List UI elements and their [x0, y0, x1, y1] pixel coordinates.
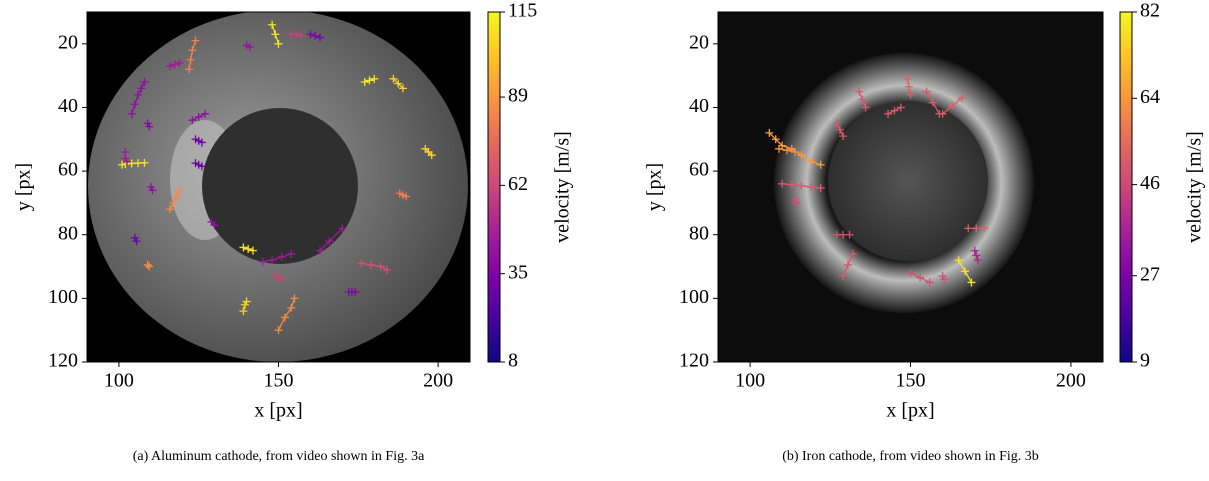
track-markers [922, 87, 944, 118]
track-line [169, 189, 181, 210]
track-markers [306, 30, 324, 42]
track-markers [360, 74, 379, 86]
y-tick-label: 100 [48, 286, 78, 308]
y-tick-label: 20 [689, 31, 709, 53]
track-markers [118, 158, 149, 169]
y-axis-label: y [px] [644, 163, 666, 211]
track-markers [258, 249, 296, 266]
x-tick-label: 200 [1056, 370, 1086, 392]
colorbar [487, 11, 501, 363]
track-markers [188, 109, 210, 125]
track-markers [268, 20, 283, 48]
colorbar-tick-label: 62 [508, 173, 528, 195]
track-markers [791, 195, 801, 207]
x-tick-label: 200 [423, 370, 453, 392]
track-markers [121, 148, 131, 166]
colorbar-tick-label: 64 [1140, 86, 1160, 108]
track-markers [143, 260, 154, 271]
y-tick-label: 100 [679, 286, 709, 308]
colorbar [1119, 11, 1133, 363]
x-tick-label: 100 [104, 370, 134, 392]
x-tick-label: 100 [735, 370, 765, 392]
track-markers [146, 183, 157, 195]
image-background [87, 12, 470, 362]
track-markers [127, 78, 149, 118]
track-markers [389, 74, 407, 93]
track-markers [938, 93, 966, 118]
x-axis-label: x [px] [254, 400, 302, 422]
track-markers [938, 272, 949, 284]
track-markers [239, 297, 251, 316]
track-markers [357, 259, 392, 274]
track-line [361, 262, 388, 271]
track-markers [344, 288, 360, 296]
track-markers [130, 233, 141, 246]
track-markers [903, 74, 915, 99]
track-line [188, 40, 197, 70]
caption: (b) Iron cathode, from video shown in Fi… [782, 449, 1039, 464]
track-markers [239, 243, 257, 255]
track-markers [287, 30, 305, 40]
track-line [262, 253, 292, 263]
track-markers [765, 128, 825, 169]
track-markers [242, 41, 254, 51]
y-tick-label: 80 [689, 222, 709, 244]
track-markers [421, 144, 436, 160]
y-tick-label: 120 [48, 350, 78, 372]
track-markers [143, 119, 154, 131]
colorbar-tick-label: 27 [1140, 263, 1160, 285]
track-markers [964, 224, 989, 233]
y-tick-label: 60 [689, 159, 709, 181]
y-tick-label: 120 [679, 350, 709, 372]
track-markers [832, 119, 848, 141]
y-tick-label: 40 [58, 95, 78, 117]
track-markers [774, 144, 799, 156]
track-markers [165, 186, 184, 214]
track-markers [839, 249, 857, 281]
colorbar-tick-label: 46 [1140, 172, 1160, 194]
colorbar-tick-label: 35 [508, 261, 528, 283]
track-markers [315, 224, 347, 255]
tracks [118, 20, 436, 335]
x-tick-label: 150 [264, 370, 294, 392]
colorbar-label: velocity [m/s] [1184, 131, 1206, 243]
track-markers [954, 256, 976, 287]
colorbar-tick-label: 115 [508, 0, 537, 22]
track-markers [185, 36, 200, 74]
x-tick-label: 150 [896, 370, 926, 392]
track-markers [191, 159, 206, 171]
track-markers [191, 135, 206, 147]
track-markers [832, 230, 854, 239]
track-markers [395, 189, 411, 201]
track-markers [207, 218, 219, 230]
x-axis-label: x [px] [886, 400, 934, 422]
colorbar-tick-label: 9 [1140, 350, 1150, 372]
colorbar-tick-label: 89 [508, 85, 528, 107]
track-markers [906, 268, 934, 287]
colorbar-tick-label: 8 [508, 350, 518, 372]
track-markers [165, 58, 184, 71]
track-line [277, 298, 296, 331]
y-tick-label: 80 [58, 222, 78, 244]
track-markers [855, 87, 870, 112]
track-markers [274, 294, 299, 335]
caption: (a) Aluminum cathode, from video shown i… [133, 449, 425, 464]
y-tick-label: 20 [58, 31, 78, 53]
track-markers [884, 103, 905, 118]
track-markers [970, 246, 982, 265]
colorbar-label: velocity [m/s] [552, 131, 574, 243]
track-markers [271, 272, 286, 284]
y-tick-label: 40 [689, 95, 709, 117]
tracks [765, 74, 989, 287]
track-markers [778, 179, 825, 192]
image-background [718, 12, 1103, 362]
colorbar-tick-label: 82 [1140, 0, 1160, 22]
y-tick-label: 60 [58, 159, 78, 181]
y-axis-label: y [px] [13, 163, 35, 211]
